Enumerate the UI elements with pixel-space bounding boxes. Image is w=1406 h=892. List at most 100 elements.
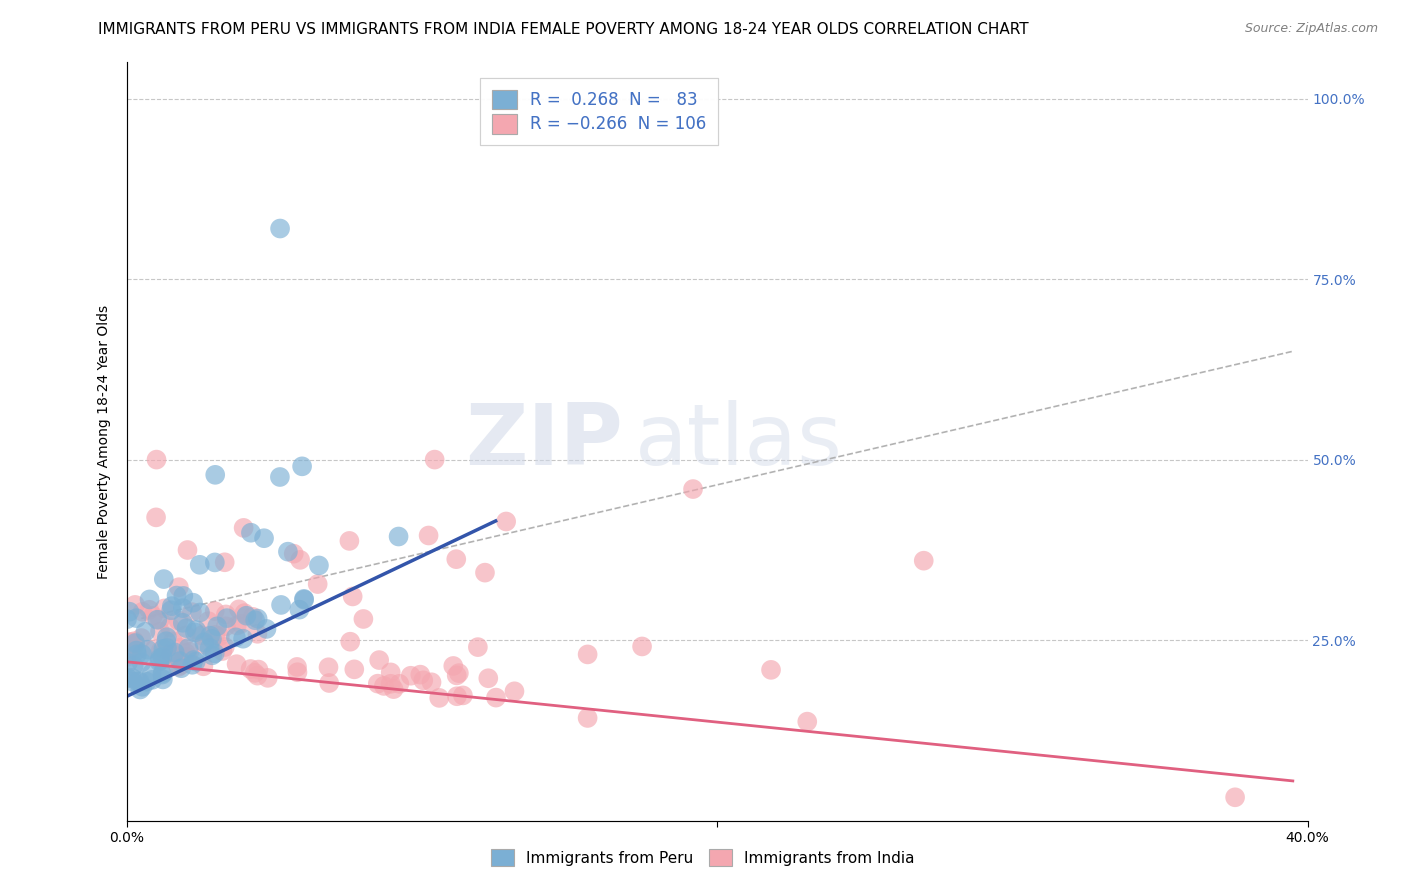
- Point: [269, 221, 291, 235]
- Point: [181, 657, 204, 672]
- Point: [177, 640, 200, 655]
- Point: [172, 589, 194, 603]
- Point: [239, 662, 262, 676]
- Point: [229, 616, 252, 631]
- Point: [225, 618, 247, 632]
- Text: Source: ZipAtlas.com: Source: ZipAtlas.com: [1244, 22, 1378, 36]
- Point: [138, 603, 160, 617]
- Point: [418, 528, 440, 542]
- Point: [115, 649, 138, 664]
- Point: [149, 613, 172, 627]
- Point: [153, 601, 176, 615]
- Point: [292, 592, 315, 607]
- Point: [121, 645, 143, 659]
- Point: [143, 641, 166, 656]
- Point: [399, 669, 422, 683]
- Point: [368, 653, 391, 667]
- Y-axis label: Female Poverty Among 18-24 Year Olds: Female Poverty Among 18-24 Year Olds: [97, 304, 111, 579]
- Point: [285, 660, 308, 674]
- Point: [125, 647, 148, 661]
- Point: [124, 598, 146, 612]
- Point: [184, 625, 207, 640]
- Point: [193, 637, 215, 651]
- Point: [145, 452, 167, 467]
- Point: [215, 611, 238, 625]
- Point: [169, 640, 191, 655]
- Point: [159, 651, 181, 665]
- Point: [159, 620, 181, 634]
- Point: [172, 615, 194, 630]
- Point: [150, 667, 173, 681]
- Point: [503, 684, 526, 698]
- Point: [387, 529, 409, 543]
- Point: [467, 640, 489, 654]
- Point: [170, 661, 193, 675]
- Point: [197, 614, 219, 628]
- Text: atlas: atlas: [634, 400, 842, 483]
- Point: [1223, 790, 1246, 805]
- Point: [211, 644, 233, 658]
- Point: [167, 659, 190, 673]
- Point: [446, 690, 468, 704]
- Point: [576, 648, 599, 662]
- Point: [232, 521, 254, 535]
- Text: ZIP: ZIP: [465, 400, 623, 483]
- Point: [225, 657, 247, 672]
- Point: [495, 515, 517, 529]
- Point: [239, 525, 262, 540]
- Point: [256, 671, 278, 685]
- Point: [146, 613, 169, 627]
- Point: [162, 634, 184, 648]
- Point: [412, 673, 434, 688]
- Legend: R =  0.268  N =   83, R = −0.266  N = 106: R = 0.268 N = 83, R = −0.266 N = 106: [479, 78, 718, 145]
- Point: [149, 624, 172, 639]
- Point: [176, 621, 198, 635]
- Point: [152, 641, 174, 656]
- Point: [149, 653, 172, 667]
- Point: [149, 643, 172, 657]
- Point: [167, 614, 190, 628]
- Point: [796, 714, 818, 729]
- Point: [198, 640, 221, 655]
- Point: [208, 629, 231, 643]
- Point: [382, 682, 405, 697]
- Point: [138, 592, 160, 607]
- Point: [163, 645, 186, 659]
- Point: [474, 566, 496, 580]
- Point: [204, 628, 226, 642]
- Point: [205, 619, 228, 633]
- Point: [152, 673, 174, 687]
- Point: [118, 648, 141, 662]
- Point: [131, 680, 153, 694]
- Point: [339, 634, 361, 648]
- Point: [156, 640, 179, 655]
- Point: [451, 689, 474, 703]
- Point: [243, 665, 266, 680]
- Point: [215, 607, 238, 622]
- Point: [292, 591, 315, 606]
- Point: [283, 547, 305, 561]
- Point: [200, 629, 222, 643]
- Point: [118, 605, 141, 619]
- Point: [246, 627, 269, 641]
- Point: [246, 668, 269, 682]
- Point: [441, 659, 464, 673]
- Point: [477, 671, 499, 685]
- Point: [232, 632, 254, 646]
- Point: [125, 611, 148, 625]
- Point: [188, 558, 211, 572]
- Point: [172, 601, 194, 615]
- Point: [128, 674, 150, 689]
- Point: [152, 649, 174, 664]
- Point: [447, 666, 470, 681]
- Point: [160, 648, 183, 662]
- Point: [121, 674, 143, 689]
- Point: [136, 642, 159, 657]
- Point: [170, 658, 193, 673]
- Point: [352, 612, 374, 626]
- Point: [156, 630, 179, 644]
- Point: [176, 650, 198, 665]
- Point: [225, 630, 247, 644]
- Point: [193, 659, 215, 673]
- Point: [176, 543, 198, 558]
